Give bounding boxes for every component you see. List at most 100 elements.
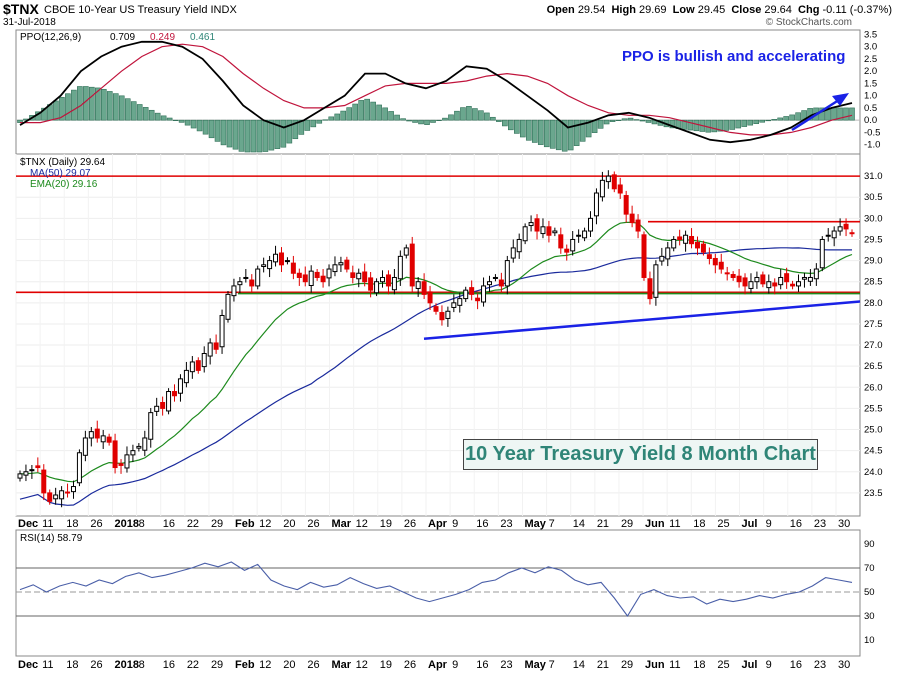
ppo-histogram-bar [729,119,736,130]
ppo-histogram-bar [124,98,131,121]
ppo-histogram-bar [160,115,167,121]
ppo-histogram-bar [178,119,185,123]
candle-body [486,281,492,286]
candle-body [201,353,207,368]
rsi-x-tick: 19 [380,659,392,671]
ppo-histogram-bar [328,116,335,121]
ppo-histogram-bar [639,119,646,122]
ppo-histogram-bar [172,119,179,121]
ppo-histogram-bar [89,86,95,121]
ppo-histogram-bar [597,119,604,129]
rsi-y-tick: 50 [864,587,875,598]
ppo-histogram-bar [490,116,496,121]
rsi-x-axis: Dec 11 18 26 2018 8 16 22 29 Feb 12 20 26 Mar 12 19 26 Ap… [18,659,850,671]
price-x-tick: 21 [597,518,609,530]
ppo-histogram-bar [448,114,454,121]
candle-body [35,465,41,469]
ppo-legend-signal: 0.249 [150,32,175,43]
ppo-histogram-bar [370,101,376,121]
price-x-tick: 12 [259,518,271,530]
candle-body [118,463,124,466]
ppo-histogram-bar [400,118,406,121]
rsi-x-tick: 22 [187,659,199,671]
ppo-histogram-bar [77,86,83,121]
candle-body [825,234,831,237]
candle-body [689,236,695,245]
ppo-lines [19,40,853,144]
candle-body [326,268,332,279]
candle-body [391,276,397,291]
price-x-tick: Jun [645,518,665,530]
ppo-histogram-bar [202,119,209,135]
candle-body [754,276,760,283]
candle-body [504,260,510,287]
candle-body [677,236,683,240]
candle-body [249,279,255,287]
price-x-tick: Dec [18,518,38,530]
price-x-tick: 29 [621,518,633,530]
ppo-histogram-bar [591,119,598,133]
ppo-histogram-bar [310,119,317,128]
ppo-histogram-bar [442,117,448,121]
ppo-histogram-bar [148,109,155,121]
rsi-x-tick: 20 [283,659,295,671]
price-y-axis: 31.0 30.5 30.0 29.5 29.0 28.5 28.0 27.5 27.0 26.5… [864,171,883,499]
ppo-histogram-bar [567,119,574,151]
ppo-histogram-bar [633,119,640,121]
candle-body [796,281,802,287]
price-x-tick: 19 [380,518,392,530]
candle-body [498,279,504,287]
candle-body [225,293,231,320]
ppo-histogram-bar [280,119,287,148]
rsi-x-tick: 30 [838,659,850,671]
ppo-histogram-bar [298,119,305,135]
candle-body [29,469,35,472]
candle-body [397,255,403,280]
ppo-y-tick: 0.0 [864,115,877,126]
ppo-histogram-bar [196,119,203,132]
candle-body [243,276,249,279]
ppo-annotation: PPO is bullish and accelerating [622,48,845,65]
candle-body [546,226,552,236]
ppo-histogram-bar [256,119,263,153]
ppo-histogram-bar [406,119,412,122]
ppo-histogram-bar [130,101,137,121]
candle-body [350,272,356,278]
ppo-histogram-bar [783,116,789,121]
candle-body [374,281,380,294]
candle-body [130,450,136,456]
ppo-histogram-bar [819,107,825,121]
rsi-y-tick: 90 [864,539,875,550]
price-y-tick: 31.0 [864,171,883,182]
ppo-histogram-bar [220,119,227,146]
rsi-x-tick: 26 [404,659,416,671]
candle-body [273,253,279,263]
ppo-histogram-bar [681,119,688,130]
price-y-tick: 29.5 [864,234,883,245]
candle-body [344,259,350,270]
candle-body [284,260,290,263]
candle-body [445,310,451,319]
ppo-histogram-bar [71,89,77,121]
price-x-tick: Mar [332,518,352,530]
candle-body [623,195,629,215]
candle-body [469,287,475,295]
price-x-tick: 29 [211,518,223,530]
ppo-histogram-bar [382,107,388,121]
ppo-histogram-bar [154,112,161,121]
rsi-x-tick: 16 [476,659,488,671]
candle-body [177,378,183,394]
ppo-histogram-bar [484,112,490,121]
ppo-histogram-bar [388,111,394,121]
rsi-y-tick: 30 [864,611,875,622]
candle-body [136,445,142,449]
candle-body [148,412,154,440]
ppo-histogram-bar [687,119,694,131]
ppo-histogram-bar [579,119,586,142]
ppo-histogram-bar [771,119,777,121]
price-x-tick: 26 [90,518,102,530]
ppo-histogram-bar [795,112,801,121]
candle-body [819,238,825,269]
close-label: Close [731,4,762,16]
candle-body [65,491,71,494]
